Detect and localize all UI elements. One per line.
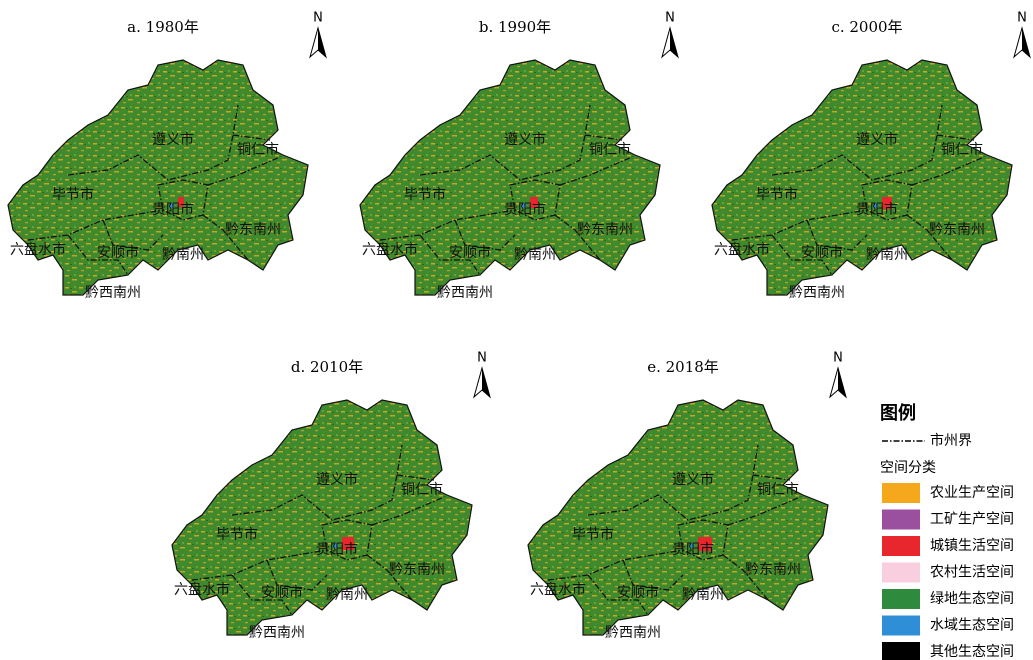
north-label: N: [313, 11, 323, 26]
legend-label: 农村生活空间: [930, 565, 1014, 581]
city-label: 黔东南州: [577, 222, 633, 238]
legend-label: 绿地生态空间: [930, 591, 1014, 607]
legend-boundary-label: 市州界: [930, 432, 972, 449]
city-label: 毕节市: [756, 186, 798, 203]
city-label: 贵阳市: [316, 541, 358, 558]
map-panel: 遵义市铜仁市毕节市贵阳市黔东南州六盘水市 安顺市 黔南州黔西南州 d. 2010年 N: [172, 351, 490, 642]
map-title: c. 2000年: [831, 18, 902, 36]
city-label: 铜仁市: [589, 141, 631, 158]
legend-swatch: [882, 616, 920, 636]
city-label: 贵阳市: [672, 541, 714, 558]
city-label: 黔西南州: [249, 625, 305, 641]
city-label: 安顺市: [801, 244, 843, 261]
map-title: e. 2018年: [647, 358, 719, 376]
city-label: 黔南州: [682, 587, 724, 603]
city-label: 遵义市: [856, 131, 898, 148]
city-label: 安顺市: [97, 244, 139, 261]
province-area: [528, 400, 828, 635]
city-label: 黔西南州: [85, 285, 141, 301]
city-label: 铜仁市: [941, 141, 983, 158]
legend-group: 空间分类: [880, 460, 936, 476]
city-label: 黔东南州: [745, 562, 801, 578]
map-title: b. 1990年: [479, 18, 551, 36]
city-label: 毕节市: [216, 526, 258, 543]
map-title: d. 2010年: [291, 358, 363, 376]
province-area: [360, 60, 660, 295]
city-label: 安顺市: [449, 244, 491, 261]
province-area: [172, 400, 472, 635]
figure: 遵义市铜仁市毕节市贵阳市黔东南州六盘水市安顺市黔南州黔西南州a. 1980年N遵…: [0, 0, 1033, 660]
city-label: 黔南州: [866, 247, 908, 263]
city-label: 六盘水市: [174, 581, 230, 598]
city-label: 遵义市: [316, 471, 358, 488]
legend-title: 图例: [880, 402, 916, 424]
legend: 图例市州界空间分类农业生产空间工矿生产空间城镇生活空间农村生活空间绿地生态空间水…: [880, 402, 1014, 660]
city-label: 毕节市: [404, 186, 446, 203]
page: 遵义市铜仁市毕节市贵阳市黔东南州六盘水市安顺市黔南州黔西南州a. 1980年N遵…: [0, 0, 1033, 660]
city-label: 铜仁市: [401, 481, 443, 498]
city-label: 黔东南州: [225, 222, 281, 238]
city-label: 贵阳市: [504, 201, 546, 218]
city-label: 毕节市: [52, 186, 94, 203]
legend-swatch: [882, 589, 920, 609]
city-label: 六盘水市: [714, 241, 770, 258]
city-label: 遵义市: [672, 471, 714, 488]
legend-label: 城镇生活空间: [930, 538, 1014, 554]
legend-label: 工矿生产空间: [930, 512, 1014, 528]
north-label: N: [665, 11, 675, 26]
city-label: 遵义市: [152, 131, 194, 148]
province-area: [8, 60, 308, 295]
city-label: 六盘水市: [530, 581, 586, 598]
city-label: 铜仁市: [757, 481, 799, 498]
city-label: 六盘水市: [362, 241, 418, 258]
legend-swatch: [882, 642, 920, 660]
city-label: 贵阳市: [856, 201, 898, 218]
legend-label: 水域生态空间: [930, 618, 1014, 634]
city-label: 六盘水市: [10, 241, 66, 258]
north-label: N: [1017, 11, 1027, 26]
city-label: 贵阳市: [152, 201, 194, 218]
city-label: 安顺市: [261, 584, 303, 601]
city-label: 黔南州: [326, 587, 368, 603]
legend-swatch: [882, 510, 920, 530]
city-label: 黔东南州: [929, 222, 985, 238]
city-label: 黔南州: [514, 247, 556, 263]
city-label: 铜仁市: [237, 141, 279, 158]
city-label: 黔南州: [162, 247, 204, 263]
map-title: a. 1980年: [127, 18, 199, 36]
city-label: 黔东南州: [389, 562, 445, 578]
north-label: N: [833, 351, 843, 366]
legend-swatch: [882, 483, 920, 503]
city-label: 黔西南州: [437, 285, 493, 301]
legend-swatch: [882, 536, 920, 556]
city-label: 安顺市: [617, 584, 659, 601]
legend-label: 其他生态空间: [930, 644, 1014, 660]
province-area: [712, 60, 1012, 295]
legend-label: 农业生产空间: [930, 485, 1014, 501]
city-label: 黔西南州: [789, 285, 845, 301]
map-panel: 遵义市铜仁市毕节市贵阳市黔东南州六盘水市 安顺市 黔南州黔西南州 b. 1990年 N: [360, 11, 678, 302]
city-label: 毕节市: [572, 526, 614, 543]
city-label: 遵义市: [504, 131, 546, 148]
city-label: 黔西南州: [605, 625, 661, 641]
legend-swatch: [882, 563, 920, 583]
north-label: N: [477, 351, 487, 366]
